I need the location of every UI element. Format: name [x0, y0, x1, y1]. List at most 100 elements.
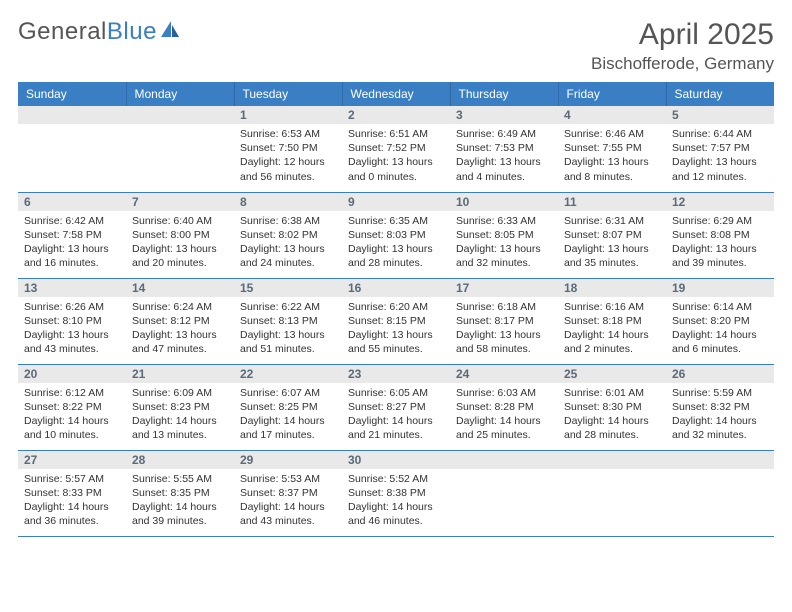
- sunrise-text: Sunrise: 6:05 AM: [348, 386, 444, 400]
- weekday-header: Tuesday: [234, 82, 342, 106]
- sunset-text: Sunset: 8:05 PM: [456, 228, 552, 242]
- sunrise-text: Sunrise: 6:33 AM: [456, 214, 552, 228]
- day-cell: 8Sunrise: 6:38 AMSunset: 8:02 PMDaylight…: [234, 192, 342, 278]
- day-number: 8: [234, 193, 342, 211]
- sunset-text: Sunset: 7:58 PM: [24, 228, 120, 242]
- week-row: 20 Sunrise: 6:12 AMSunset: 8:22 PM Dayligh…: [18, 364, 774, 450]
- sunset-text: Sunset: 7:57 PM: [672, 141, 768, 155]
- day-cell: 7Sunrise: 6:40 AMSunset: 8:00 PMDaylight…: [126, 192, 234, 278]
- sunset-text: Sunset: 8:23 PM: [132, 400, 228, 414]
- day-body-empty: [18, 124, 126, 184]
- day-number: 26: [666, 365, 774, 383]
- day-body: Sunrise: 6:29 AMSunset: 8:08 PMDaylight:…: [666, 211, 774, 275]
- day-number: 27: [18, 451, 126, 469]
- sunrise-text: Sunrise: 6:51 AM: [348, 127, 444, 141]
- sunrise-text: Sunrise: 6:49 AM: [456, 127, 552, 141]
- daylight-text: Daylight: 13 hours and 16 minutes.: [24, 242, 120, 270]
- sunrise-text: Sunrise: 5:57 AM: [24, 472, 120, 486]
- daylight-text: Daylight: 13 hours and 12 minutes.: [672, 155, 768, 183]
- daylight-text: Daylight: 13 hours and 24 minutes.: [240, 242, 336, 270]
- sunset-text: Sunset: 8:22 PM: [24, 400, 120, 414]
- day-number-empty: [450, 451, 558, 469]
- day-body: Sunrise: 6:42 AMSunset: 7:58 PMDaylight:…: [18, 211, 126, 275]
- sunset-text: Sunset: 8:03 PM: [348, 228, 444, 242]
- sunrise-text: Sunrise: 6:01 AM: [564, 386, 660, 400]
- daylight-text: Daylight: 14 hours and 32 minutes.: [672, 414, 768, 442]
- sunrise-text: Sunrise: 6:12 AM: [24, 386, 120, 400]
- logo-text-1: General: [18, 18, 107, 46]
- day-cell: 15Sunrise: 6:22 AMSunset: 8:13 PMDayligh…: [234, 278, 342, 364]
- day-cell: [666, 450, 774, 536]
- daylight-text: Daylight: 13 hours and 8 minutes.: [564, 155, 660, 183]
- day-number: 2: [342, 106, 450, 124]
- daylight-text: Daylight: 13 hours and 43 minutes.: [24, 328, 120, 356]
- day-number: 3: [450, 106, 558, 124]
- weekday-row: Sunday Monday Tuesday Wednesday Thursday…: [18, 82, 774, 106]
- daylight-text: Daylight: 13 hours and 28 minutes.: [348, 242, 444, 270]
- day-number: 30: [342, 451, 450, 469]
- daylight-text: Daylight: 13 hours and 47 minutes.: [132, 328, 228, 356]
- day-body: Sunrise: 6:24 AMSunset: 8:12 PMDaylight:…: [126, 297, 234, 361]
- day-number: 13: [18, 279, 126, 297]
- day-cell: 29Sunrise: 5:53 AMSunset: 8:37 PMDayligh…: [234, 450, 342, 536]
- day-cell: 10Sunrise: 6:33 AMSunset: 8:05 PMDayligh…: [450, 192, 558, 278]
- day-number: 18: [558, 279, 666, 297]
- sunset-text: Sunset: 8:17 PM: [456, 314, 552, 328]
- sunset-text: Sunset: 8:37 PM: [240, 486, 336, 500]
- day-cell: 11Sunrise: 6:31 AMSunset: 8:07 PMDayligh…: [558, 192, 666, 278]
- day-number: 25: [558, 365, 666, 383]
- day-number: 9: [342, 193, 450, 211]
- sunset-text: Sunset: 8:27 PM: [348, 400, 444, 414]
- daylight-text: Daylight: 13 hours and 58 minutes.: [456, 328, 552, 356]
- day-number: 22: [234, 365, 342, 383]
- sunrise-text: Sunrise: 6:38 AM: [240, 214, 336, 228]
- week-row: 6Sunrise: 6:42 AMSunset: 7:58 PMDaylight…: [18, 192, 774, 278]
- day-cell: [126, 106, 234, 192]
- daylight-text: Daylight: 14 hours and 39 minutes.: [132, 500, 228, 528]
- day-body: Sunrise: 6:33 AMSunset: 8:05 PMDaylight:…: [450, 211, 558, 275]
- day-number: 1: [234, 106, 342, 124]
- month-title: April 2025: [591, 18, 774, 52]
- daylight-text: Daylight: 14 hours and 25 minutes.: [456, 414, 552, 442]
- day-cell: 5Sunrise: 6:44 AMSunset: 7:57 PMDaylight…: [666, 106, 774, 192]
- sunrise-text: Sunrise: 6:09 AM: [132, 386, 228, 400]
- day-number: 20: [18, 365, 126, 383]
- day-cell: [558, 450, 666, 536]
- sunrise-text: Sunrise: 6:31 AM: [564, 214, 660, 228]
- day-body: Sunrise: 6:01 AMSunset: 8:30 PMDaylight:…: [558, 383, 666, 447]
- sunrise-text: Sunrise: 5:59 AM: [672, 386, 768, 400]
- sunset-text: Sunset: 8:00 PM: [132, 228, 228, 242]
- sunrise-text: Sunrise: 6:42 AM: [24, 214, 120, 228]
- sunrise-text: Sunrise: 5:52 AM: [348, 472, 444, 486]
- daylight-text: Daylight: 13 hours and 20 minutes.: [132, 242, 228, 270]
- weekday-header: Thursday: [450, 82, 558, 106]
- sunset-text: Sunset: 7:55 PM: [564, 141, 660, 155]
- sunset-text: Sunset: 8:18 PM: [564, 314, 660, 328]
- day-body: Sunrise: 6:03 AMSunset: 8:28 PMDaylight:…: [450, 383, 558, 447]
- day-cell: 28Sunrise: 5:55 AMSunset: 8:35 PMDayligh…: [126, 450, 234, 536]
- sunset-text: Sunset: 8:10 PM: [24, 314, 120, 328]
- day-body: Sunrise: 6:46 AMSunset: 7:55 PMDaylight:…: [558, 124, 666, 188]
- day-cell: 3Sunrise: 6:49 AMSunset: 7:53 PMDaylight…: [450, 106, 558, 192]
- daylight-text: Daylight: 13 hours and 0 minutes.: [348, 155, 444, 183]
- sunrise-text: Sunrise: 6:07 AM: [240, 386, 336, 400]
- day-number: 7: [126, 193, 234, 211]
- day-cell: 17Sunrise: 6:18 AMSunset: 8:17 PMDayligh…: [450, 278, 558, 364]
- sunrise-text: Sunrise: 6:20 AM: [348, 300, 444, 314]
- day-body: Sunrise: 5:59 AMSunset: 8:32 PMDaylight:…: [666, 383, 774, 447]
- daylight-text: Daylight: 13 hours and 35 minutes.: [564, 242, 660, 270]
- weekday-header: Friday: [558, 82, 666, 106]
- week-row: 1Sunrise: 6:53 AMSunset: 7:50 PMDaylight…: [18, 106, 774, 192]
- day-cell: 14Sunrise: 6:24 AMSunset: 8:12 PMDayligh…: [126, 278, 234, 364]
- day-body: Sunrise: 5:53 AMSunset: 8:37 PMDaylight:…: [234, 469, 342, 533]
- daylight-text: Daylight: 13 hours and 51 minutes.: [240, 328, 336, 356]
- day-number: 6: [18, 193, 126, 211]
- day-body: Sunrise: 6:44 AMSunset: 7:57 PMDaylight:…: [666, 124, 774, 188]
- sunset-text: Sunset: 8:20 PM: [672, 314, 768, 328]
- day-body-empty: [558, 469, 666, 529]
- daylight-text: Daylight: 14 hours and 28 minutes.: [564, 414, 660, 442]
- day-cell: 21Sunrise: 6:09 AMSunset: 8:23 PMDayligh…: [126, 364, 234, 450]
- sunset-text: Sunset: 8:38 PM: [348, 486, 444, 500]
- daylight-text: Daylight: 14 hours and 6 minutes.: [672, 328, 768, 356]
- sunset-text: Sunset: 8:25 PM: [240, 400, 336, 414]
